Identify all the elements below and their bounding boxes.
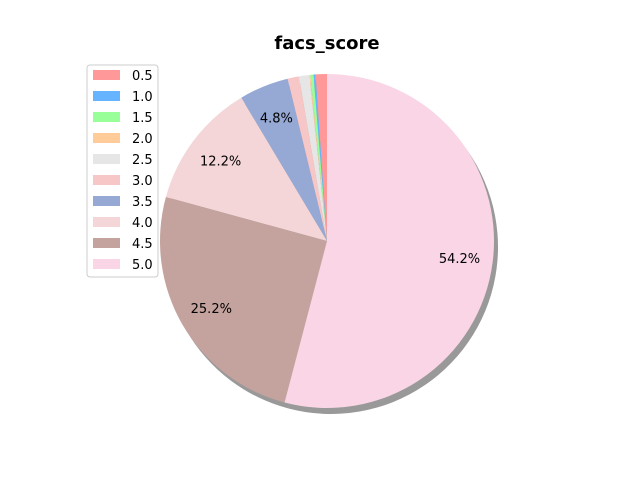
legend-label-4.0: 4.0 — [132, 216, 153, 231]
legend-swatch-2.5 — [93, 154, 120, 164]
pie-slice-0.5 — [315, 74, 327, 241]
pct-label-5.0: 54.2% — [439, 252, 480, 267]
pie-slice-4.5 — [160, 197, 327, 403]
legend-swatch-2.0 — [93, 133, 120, 143]
pie-slice-4.0 — [165, 97, 327, 241]
legend: 0.5 1.0 1.5 2.0 2.5 3.0 3.5 4.0 4.5 5.0 — [86, 64, 159, 278]
chart-title: facs_score — [274, 33, 379, 54]
pie-slice-2.0 — [309, 74, 327, 241]
pct-label-4.0: 12.2% — [200, 154, 241, 169]
legend-swatch-3.5 — [93, 196, 120, 206]
pie-slice-3.0 — [287, 76, 327, 241]
legend-swatch-4.0 — [93, 217, 120, 227]
pie-slice-1.0 — [313, 74, 327, 242]
pie-labels: 4.8% 12.2% 25.2% 54.2% — [191, 111, 481, 316]
pie-slice-1.5 — [310, 74, 327, 241]
legend-label-0.5: 0.5 — [132, 69, 153, 84]
legend-label-1.5: 1.5 — [132, 111, 153, 126]
pct-label-4.5: 25.2% — [191, 302, 232, 317]
legend-swatch-3.0 — [93, 175, 120, 185]
legend-label-3.5: 3.5 — [132, 195, 153, 210]
pie-slices — [160, 74, 495, 408]
pie-slice-3.5 — [241, 78, 327, 241]
legend-label-1.0: 1.0 — [132, 90, 153, 105]
legend-swatch-1.0 — [93, 91, 120, 101]
legend-label-2.5: 2.5 — [132, 153, 153, 168]
legend-swatch-4.5 — [93, 238, 120, 248]
legend-swatch-1.5 — [93, 112, 120, 122]
legend-swatch-0.5 — [93, 70, 120, 80]
legend-label-4.5: 4.5 — [132, 237, 153, 252]
pct-label-3.5: 4.8% — [260, 111, 293, 126]
legend-swatch-5.0 — [93, 259, 120, 269]
legend-label-5.0: 5.0 — [132, 258, 153, 273]
legend-label-2.0: 2.0 — [132, 132, 153, 147]
legend-label-3.0: 3.0 — [132, 174, 153, 189]
pie-slice-5.0 — [284, 74, 495, 408]
pie-slice-2.5 — [298, 74, 327, 241]
